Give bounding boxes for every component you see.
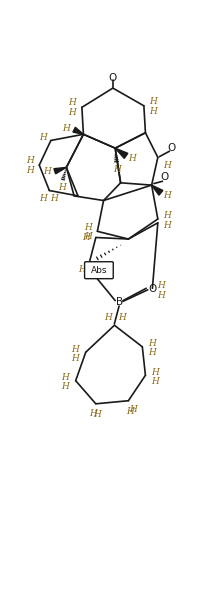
Text: H: H <box>39 194 47 203</box>
Text: H: H <box>148 339 156 348</box>
Text: H: H <box>50 194 58 203</box>
Text: H: H <box>83 233 90 242</box>
Text: H: H <box>93 410 101 419</box>
Polygon shape <box>115 148 128 158</box>
Text: H: H <box>43 167 51 176</box>
Text: H: H <box>151 368 159 377</box>
Text: H: H <box>69 98 76 107</box>
Text: H: H <box>59 183 67 192</box>
Text: H: H <box>113 165 121 174</box>
Text: H: H <box>89 409 97 417</box>
Text: H: H <box>61 373 69 382</box>
Text: H: H <box>26 156 34 165</box>
Text: H: H <box>129 406 137 415</box>
Text: H: H <box>148 349 156 358</box>
Text: H: H <box>126 407 134 416</box>
Text: H: H <box>149 107 157 116</box>
Text: H: H <box>78 265 86 275</box>
Text: H: H <box>157 282 165 291</box>
Polygon shape <box>54 167 66 174</box>
Text: Abs: Abs <box>91 266 107 275</box>
Text: H: H <box>63 123 70 133</box>
Text: O: O <box>161 173 169 183</box>
Text: H: H <box>26 166 34 175</box>
Text: H: H <box>69 109 76 117</box>
Text: O: O <box>148 284 156 294</box>
Text: H: H <box>84 223 92 232</box>
Text: H: H <box>151 377 159 386</box>
Text: H: H <box>163 192 171 200</box>
Polygon shape <box>73 127 83 134</box>
Polygon shape <box>152 185 163 195</box>
Text: H: H <box>84 232 92 241</box>
Text: H: H <box>163 161 171 170</box>
Text: H: H <box>149 97 157 106</box>
Text: H: H <box>61 382 69 391</box>
Text: H: H <box>104 313 112 322</box>
FancyBboxPatch shape <box>85 262 113 279</box>
Text: O: O <box>168 143 176 153</box>
Text: B: B <box>116 297 123 307</box>
Text: H: H <box>71 354 79 363</box>
Text: H: H <box>39 133 47 142</box>
Text: H: H <box>157 291 165 299</box>
Text: O: O <box>109 73 117 83</box>
Text: H: H <box>163 212 171 221</box>
Text: H: H <box>128 154 136 162</box>
Text: H: H <box>118 313 126 322</box>
Text: H: H <box>71 345 79 353</box>
Text: H: H <box>163 221 171 229</box>
